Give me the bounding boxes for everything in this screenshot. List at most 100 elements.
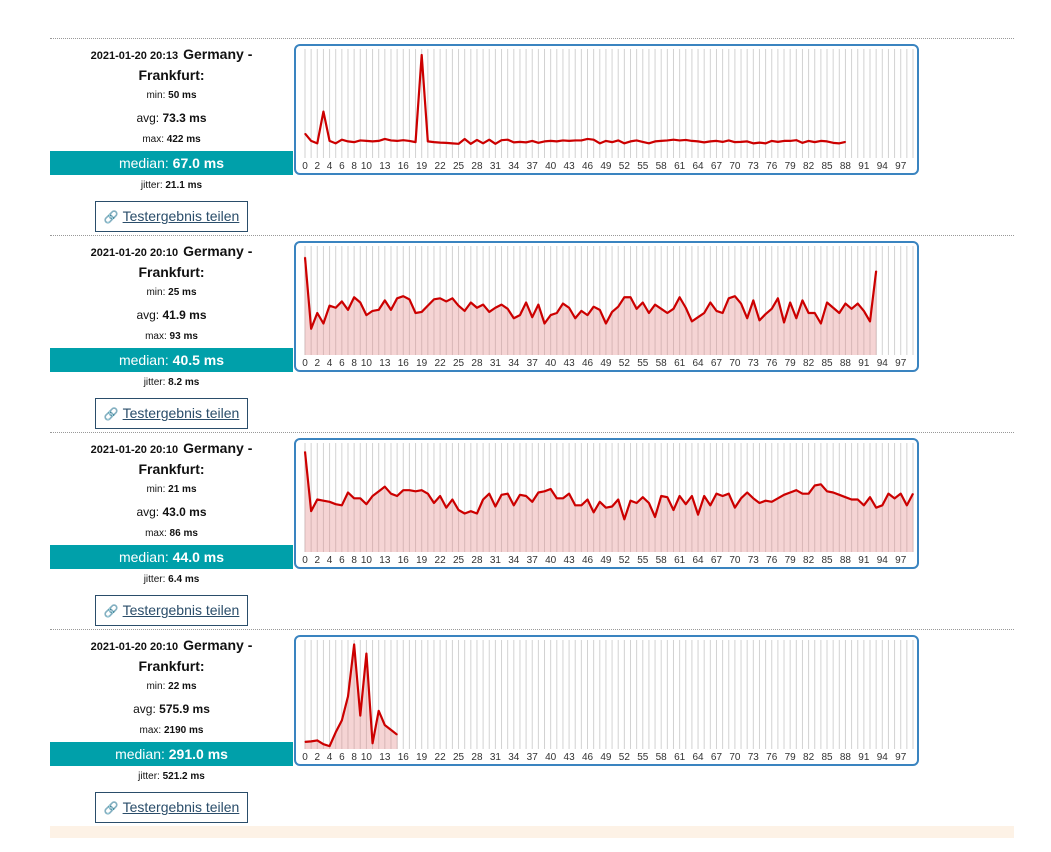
data-point (844, 496, 847, 498)
share-result-button[interactable]: 🔗 Testergebnis teilen (94, 201, 249, 232)
data-point (457, 509, 460, 511)
data-point (365, 652, 368, 655)
x-tick-label: 91 (858, 161, 870, 172)
data-point (574, 504, 576, 506)
data-point (365, 140, 368, 142)
max-label: max: (145, 331, 167, 342)
data-point (752, 142, 754, 144)
data-point (384, 299, 386, 301)
x-tick-label: 4 (327, 752, 333, 763)
x-tick-label: 79 (785, 752, 797, 763)
ping-chart: 0 2 4 6 8 10 13 16 19 22 25 28 31 34 37 40 43 46 49 52 55 58 6… (294, 438, 919, 569)
jitter-stat: jitter: 8.2 ms (50, 372, 293, 394)
x-tick-label: 52 (619, 358, 631, 369)
data-point (605, 140, 607, 142)
link-icon: 🔗 (103, 801, 119, 815)
data-point (304, 451, 306, 453)
max-stat: max: 2190 ms (50, 720, 293, 742)
data-point (765, 313, 767, 315)
median-bar: median: 67.0 ms (50, 151, 293, 175)
data-point (322, 111, 325, 113)
data-point (341, 139, 343, 141)
data-point (593, 511, 595, 513)
share-result-button[interactable]: 🔗 Testergebnis teilen (94, 595, 249, 626)
max-value: 93 ms (169, 331, 198, 342)
x-tick-label: 10 (361, 358, 373, 369)
result-info: 2021-01-20 20:10 Germany - Frankfurt: min… (50, 236, 293, 429)
data-point (525, 495, 527, 497)
data-point (900, 493, 902, 495)
x-tick-label: 34 (508, 555, 520, 566)
data-point (390, 729, 392, 731)
data-point (599, 501, 601, 503)
data-point (599, 142, 601, 144)
min-value: 22 ms (168, 681, 197, 692)
series-area (305, 644, 398, 749)
x-tick-label: 19 (416, 358, 428, 369)
chart-svg: 0 2 4 6 8 10 13 16 19 22 25 28 31 34 37 40 43 46 49 52 55 58 6… (302, 443, 914, 566)
data-point (476, 512, 478, 515)
x-tick-label: 6 (339, 752, 345, 763)
jitter-value: 21.1 ms (165, 180, 203, 191)
data-point (439, 495, 441, 497)
x-tick-labels: 0 2 4 6 8 10 13 16 19 22 25 28 31 34 37 40 43 46 49 52 55 58 6… (302, 358, 906, 369)
data-point (316, 142, 318, 144)
x-tick-label: 0 (302, 161, 308, 172)
grid-lines (304, 49, 914, 158)
share-result-button[interactable]: 🔗 Testergebnis teilen (94, 792, 249, 823)
data-point (660, 308, 662, 310)
x-tick-label: 85 (821, 752, 833, 763)
x-tick-label: 82 (803, 358, 815, 369)
data-point (402, 295, 404, 297)
x-tick-label: 25 (453, 161, 465, 172)
data-point (660, 140, 662, 142)
x-tick-label: 0 (302, 752, 308, 763)
share-result-button[interactable]: 🔗 Testergebnis teilen (94, 398, 249, 429)
data-point (371, 495, 374, 497)
result-heading: 2021-01-20 20:10 Germany - Frankfurt: (50, 242, 293, 282)
timestamp: 2021-01-20 20:10 (90, 247, 179, 259)
x-tick-label: 31 (490, 161, 502, 172)
data-point (316, 739, 318, 742)
data-point (697, 514, 699, 516)
data-point (660, 495, 662, 497)
data-point (838, 494, 840, 496)
jitter-label: jitter: (143, 574, 166, 585)
data-point (697, 140, 699, 142)
data-point (433, 141, 435, 143)
x-tick-label: 22 (435, 752, 447, 763)
data-point (685, 139, 687, 141)
x-tick-label: 22 (435, 161, 447, 172)
data-point (384, 724, 386, 726)
data-point (353, 643, 355, 646)
max-label: max: (145, 528, 167, 539)
x-tick-label: 97 (895, 358, 907, 369)
data-point (672, 509, 675, 511)
x-tick-label: 25 (453, 358, 465, 369)
data-point (746, 317, 748, 319)
data-point (531, 316, 533, 318)
avg-value: 41.9 ms (162, 308, 207, 322)
data-point (789, 491, 791, 494)
data-point (654, 304, 656, 306)
data-point (850, 308, 853, 310)
data-point (740, 497, 742, 499)
max-stat: max: 422 ms (50, 129, 293, 151)
avg-value: 575.9 ms (159, 702, 210, 716)
data-point (611, 505, 613, 508)
data-point (642, 301, 644, 304)
data-point (906, 504, 908, 506)
x-tick-label: 31 (490, 752, 502, 763)
x-tick-label: 97 (895, 555, 907, 566)
x-tick-label: 2 (315, 161, 321, 172)
data-point (414, 312, 417, 314)
min-label: min: (146, 90, 166, 101)
x-tick-label: 67 (711, 358, 723, 369)
data-point (869, 320, 871, 322)
data-point (384, 486, 386, 488)
data-point (365, 314, 368, 316)
data-point (679, 139, 681, 142)
data-point (709, 504, 711, 506)
result-info: 2021-01-20 20:13 Germany - Frankfurt: min… (50, 39, 293, 232)
median-value: 67.0 ms (172, 155, 225, 171)
